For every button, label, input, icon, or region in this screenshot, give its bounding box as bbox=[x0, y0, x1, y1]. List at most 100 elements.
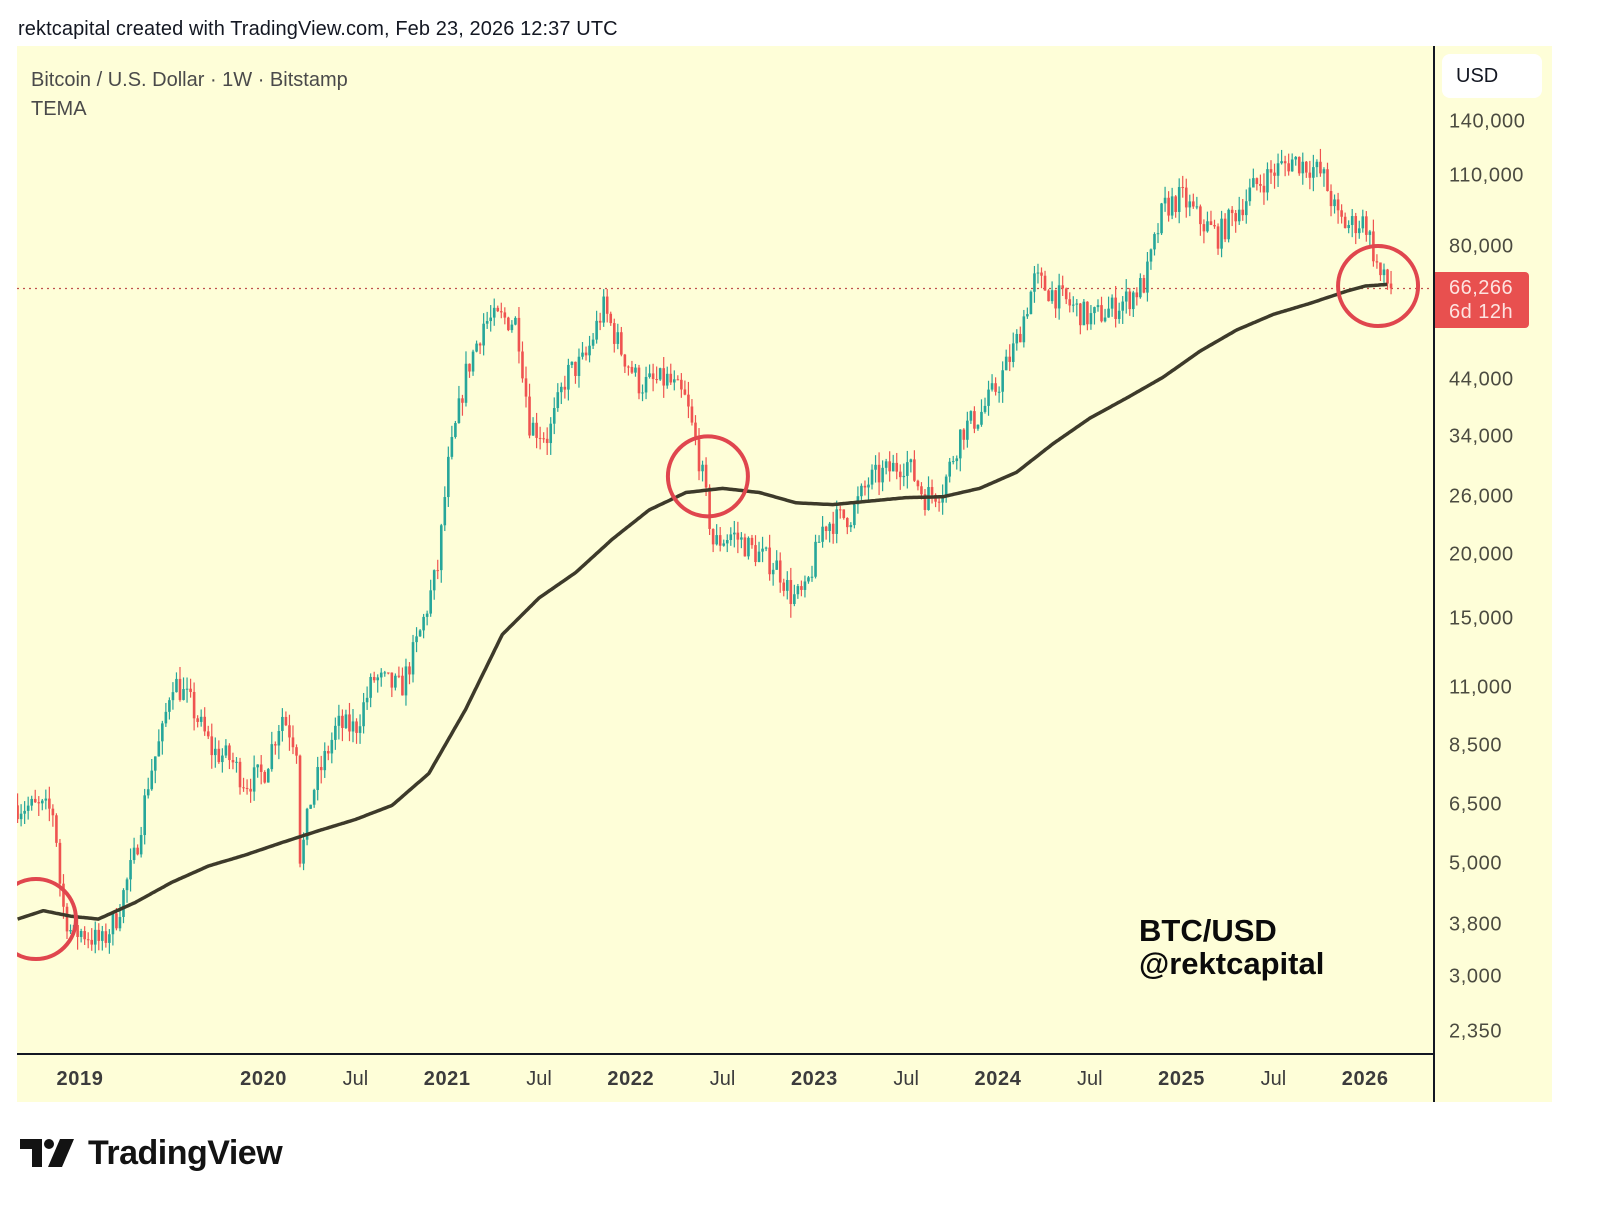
time-tick-label: 2019 bbox=[56, 1068, 104, 1090]
candle-body bbox=[898, 471, 902, 478]
price-tick-label: 15,000 bbox=[1449, 607, 1514, 630]
candle-body bbox=[326, 751, 330, 754]
candle-body bbox=[722, 543, 726, 546]
last-price-tag: 66,266 6d 12h bbox=[1435, 272, 1529, 328]
candle-body bbox=[1107, 308, 1110, 318]
candle-body bbox=[853, 504, 856, 526]
price-tick-label: 26,000 bbox=[1449, 485, 1514, 508]
candle-body bbox=[1301, 161, 1305, 174]
candle-body bbox=[870, 469, 874, 485]
candle-body bbox=[436, 570, 440, 572]
candle-body bbox=[478, 343, 482, 346]
candle-body bbox=[524, 378, 528, 397]
candle-body bbox=[1075, 303, 1079, 305]
candle-body bbox=[796, 586, 800, 595]
candle-body bbox=[1266, 169, 1269, 193]
candle-body bbox=[132, 847, 136, 861]
candle-body bbox=[1262, 185, 1266, 193]
candle-body bbox=[454, 423, 457, 437]
candle-body bbox=[1333, 199, 1336, 207]
candle-body bbox=[1033, 273, 1036, 292]
watermark-handle: @rektcapital bbox=[1139, 946, 1325, 981]
candle-body bbox=[231, 760, 235, 763]
candle-body bbox=[341, 715, 344, 728]
candle-body bbox=[302, 839, 305, 864]
candle-body bbox=[711, 528, 715, 545]
candle-body bbox=[79, 931, 83, 937]
candle-body bbox=[1057, 285, 1061, 309]
candle-body bbox=[443, 497, 447, 526]
candle-body bbox=[990, 383, 994, 390]
candle-body bbox=[259, 764, 263, 772]
candle-body bbox=[1068, 299, 1072, 306]
currency-selector[interactable]: USD bbox=[1442, 54, 1542, 98]
candle-body bbox=[33, 798, 37, 803]
candle-body bbox=[835, 509, 839, 534]
candle-body bbox=[764, 547, 768, 549]
candle-body bbox=[976, 424, 980, 429]
symbol-title[interactable]: Bitcoin / U.S. Dollar · 1W · Bitstamp bbox=[31, 69, 348, 91]
candle-body bbox=[1139, 278, 1142, 298]
candle-body bbox=[115, 913, 118, 929]
candle-body bbox=[810, 576, 814, 578]
candle-body bbox=[58, 842, 62, 884]
chart-plot-area[interactable]: Bitcoin / U.S. Dollar · 1W · Bitstamp TE… bbox=[17, 46, 1433, 1053]
candle-body bbox=[1093, 307, 1096, 314]
chart-legend: Bitcoin / U.S. Dollar · 1W · Bitstamp TE… bbox=[31, 66, 348, 124]
candle-body bbox=[1276, 163, 1280, 176]
candle-body bbox=[397, 675, 401, 677]
candle-body bbox=[425, 613, 429, 617]
candle-body bbox=[860, 485, 863, 497]
candle-body bbox=[789, 580, 793, 605]
candle-body bbox=[221, 755, 224, 763]
candle-body bbox=[545, 438, 549, 444]
candle-body bbox=[1156, 233, 1160, 235]
candle-body bbox=[379, 672, 383, 678]
candle-body bbox=[164, 711, 168, 724]
candle-body bbox=[1124, 291, 1128, 302]
candle-body bbox=[966, 420, 969, 440]
candle-body bbox=[1230, 209, 1234, 214]
candle-body bbox=[358, 726, 362, 733]
time-tick-label: 2026 bbox=[1341, 1068, 1389, 1090]
candle-body bbox=[531, 422, 535, 436]
candle-body bbox=[937, 501, 941, 503]
candle-body bbox=[238, 761, 242, 788]
candle-body bbox=[768, 547, 771, 575]
candle-body bbox=[1022, 316, 1026, 343]
candle-body bbox=[856, 496, 860, 505]
candle-body bbox=[1375, 261, 1379, 263]
candle-body bbox=[662, 368, 666, 386]
candle-body bbox=[485, 321, 489, 324]
candle-body bbox=[683, 389, 687, 395]
candle-body bbox=[351, 721, 355, 732]
candle-body bbox=[1336, 199, 1340, 211]
candle-body bbox=[718, 535, 722, 546]
candle-body bbox=[891, 462, 895, 472]
candle-body bbox=[644, 376, 648, 393]
candle-body bbox=[969, 411, 973, 421]
candle-body bbox=[1379, 262, 1382, 276]
candle-body bbox=[623, 354, 627, 367]
indicator-label-tema[interactable]: TEMA bbox=[31, 98, 87, 120]
candle-body bbox=[471, 351, 475, 372]
candle-body bbox=[651, 373, 655, 380]
candle-body bbox=[906, 462, 909, 476]
candle-body bbox=[1237, 209, 1241, 222]
chart-container[interactable]: Bitcoin / U.S. Dollar · 1W · Bitstamp TE… bbox=[17, 46, 1552, 1102]
candle-body bbox=[312, 789, 316, 805]
candle-body bbox=[496, 307, 500, 312]
candle-body bbox=[468, 363, 471, 372]
candle-body bbox=[1213, 225, 1216, 227]
candle-body bbox=[563, 386, 567, 390]
candle-body bbox=[298, 755, 302, 864]
candle-body bbox=[69, 930, 72, 932]
candle-body bbox=[973, 411, 976, 429]
candle-body bbox=[814, 541, 817, 577]
candle-body bbox=[129, 860, 132, 880]
candle-body bbox=[1061, 285, 1064, 289]
candle-body bbox=[1223, 218, 1227, 240]
candle-body bbox=[284, 716, 288, 726]
candle-body bbox=[86, 939, 90, 941]
candle-body bbox=[1220, 218, 1223, 249]
